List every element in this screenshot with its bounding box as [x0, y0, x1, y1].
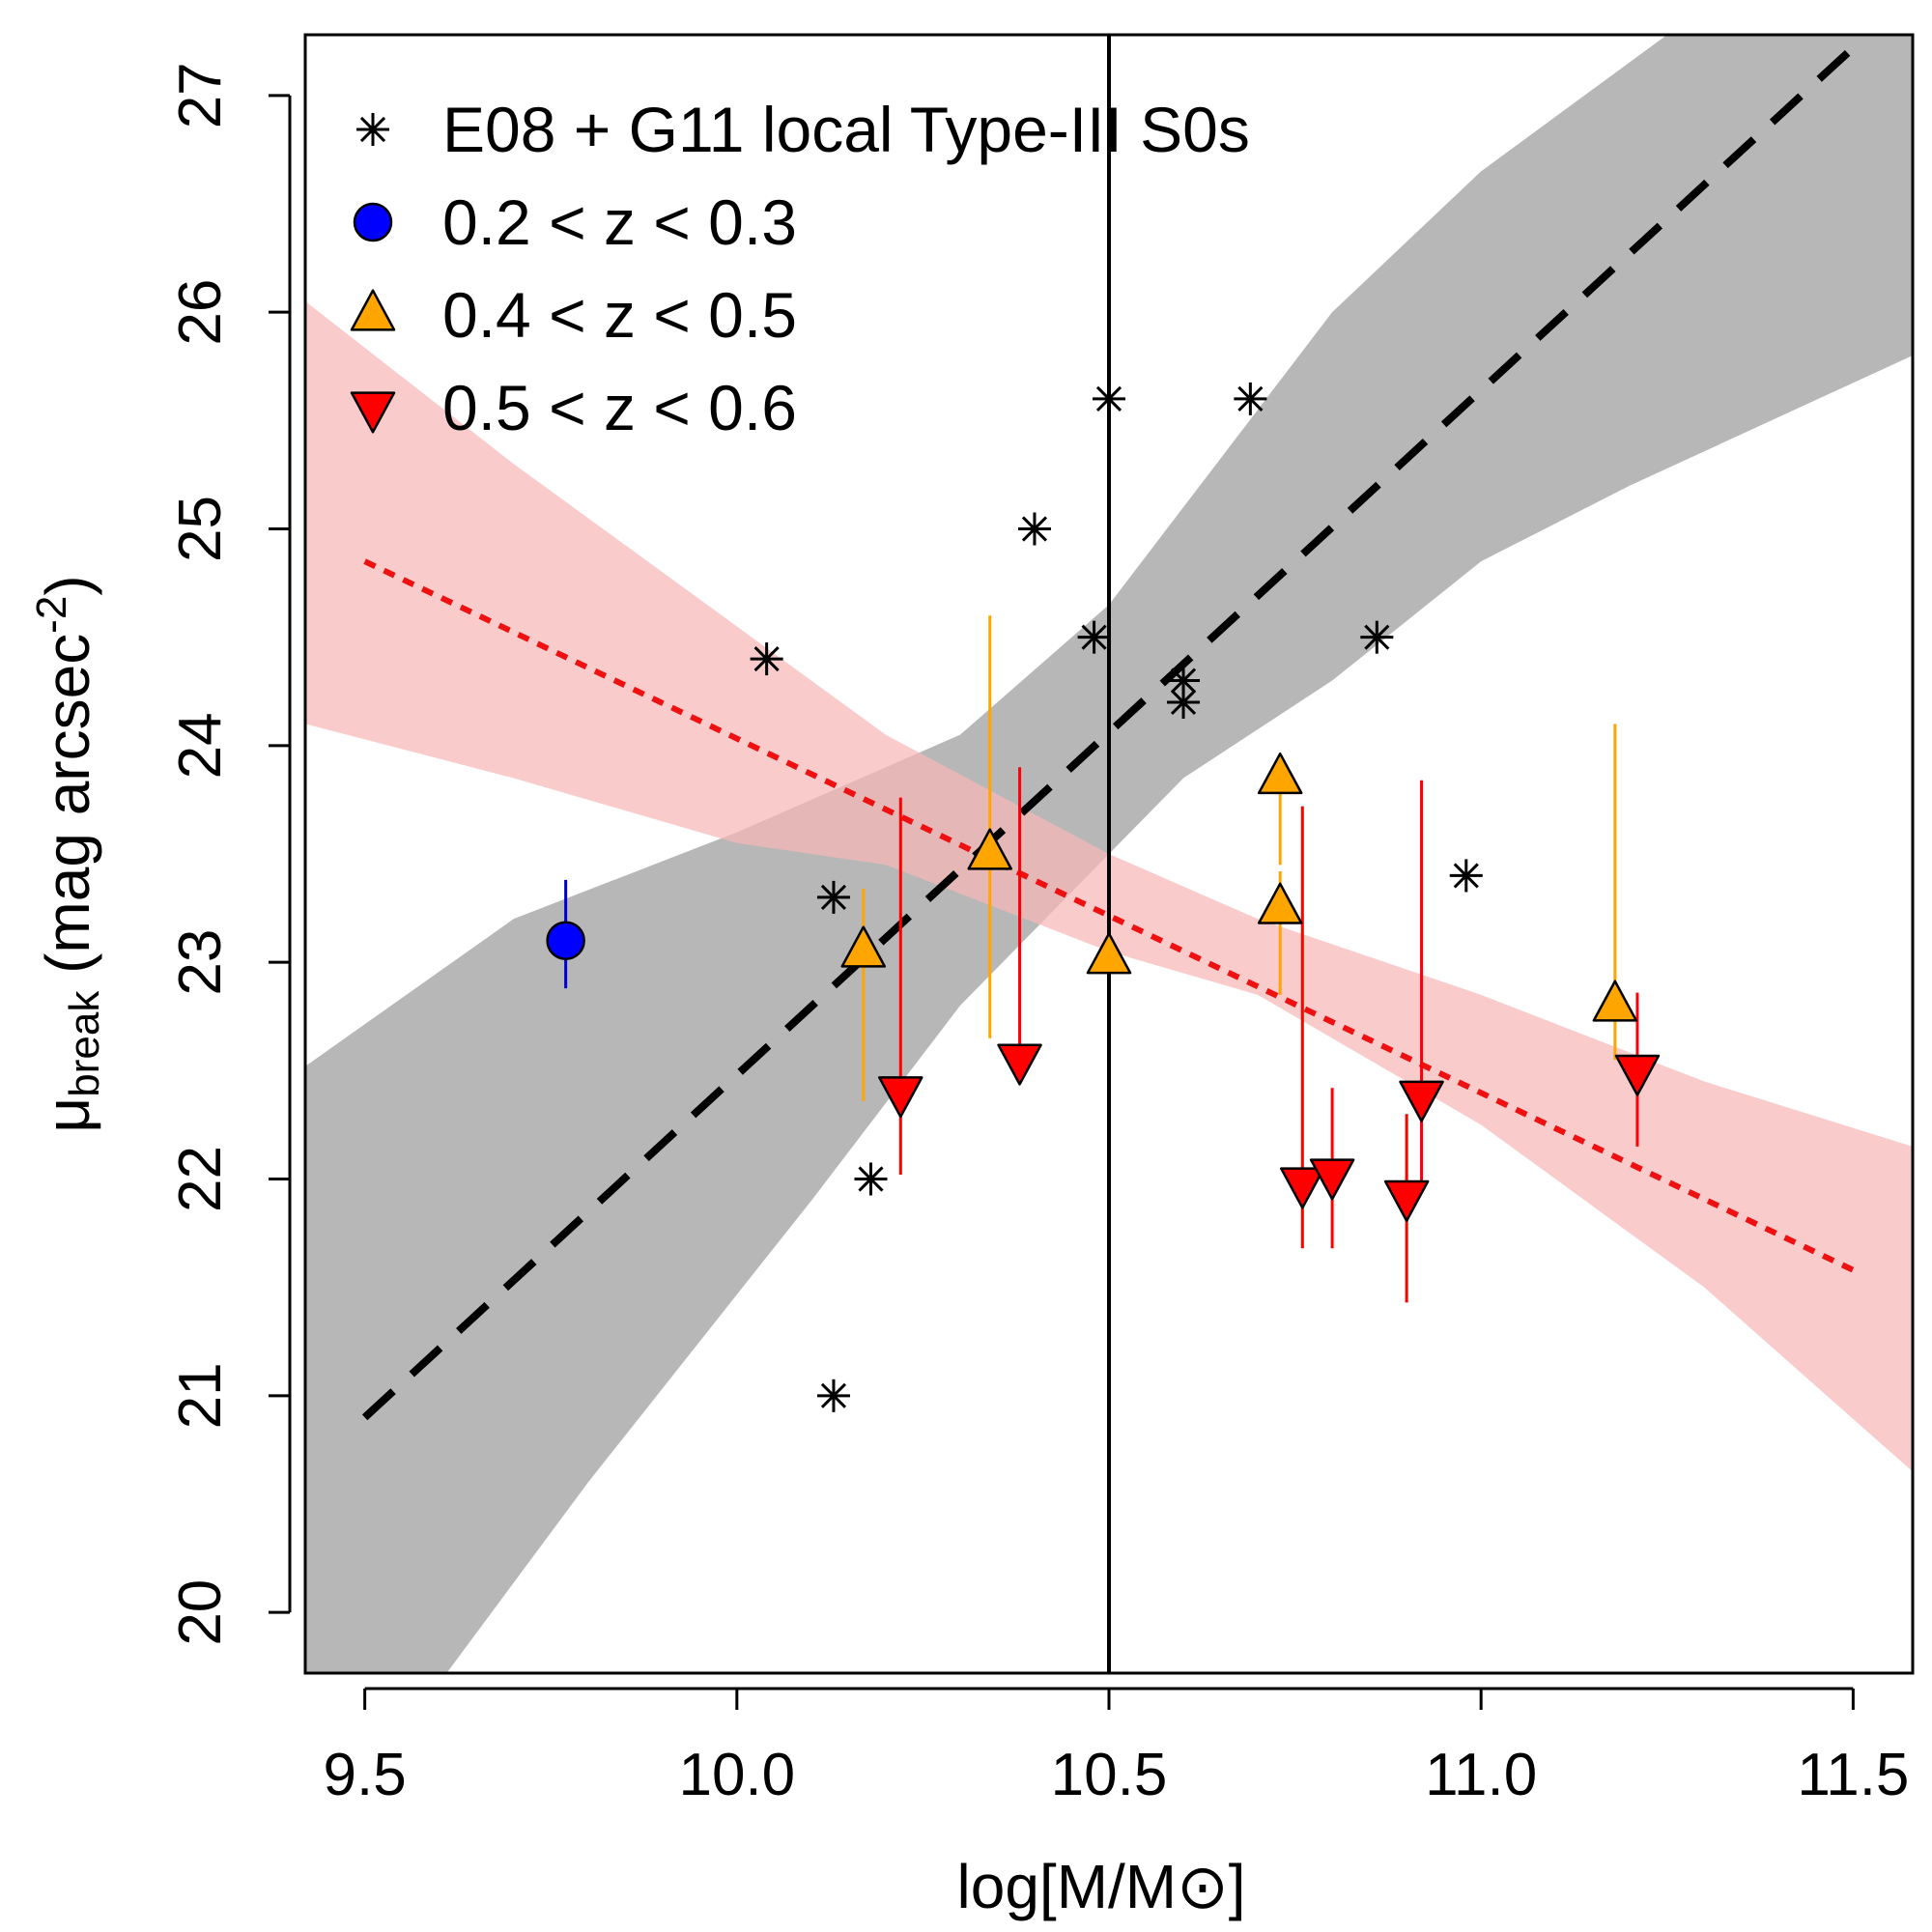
- legend-label-0: E08 + G11 local Type-III S0s: [442, 94, 1250, 165]
- legend-marker-2: [350, 289, 396, 331]
- legend-marker-0: [356, 113, 389, 146]
- y-tick-label-5: 25: [167, 496, 234, 562]
- x-tick-label-4: 11.5: [1797, 1742, 1909, 1808]
- x-axis-title-main: log[M/M: [957, 1852, 1178, 1921]
- point-triangle-up-4: [1257, 882, 1303, 924]
- y-tick-label-1: 21: [167, 1362, 234, 1429]
- legend-marker-3: [350, 391, 396, 434]
- legend-label-3: 0.5 < z < 0.6: [442, 372, 797, 443]
- point-asterisk-11: [816, 1378, 850, 1412]
- y-tick-label-4: 24: [167, 712, 234, 779]
- y-axis-title-exp: -2: [28, 596, 75, 634]
- point-triangle-down-3: [1309, 1158, 1355, 1201]
- y-tick-label-0: 20: [167, 1579, 234, 1646]
- sun-symbol: ⊙: [1177, 1852, 1229, 1923]
- y-axis-title: μbreak (mag arcsec-2): [28, 575, 108, 1132]
- x-tick-label-0: 9.5: [324, 1742, 407, 1808]
- x-tick-label-1: 10.0: [678, 1742, 795, 1808]
- point-triangle-up-5: [1592, 980, 1638, 1022]
- point-asterisk-6: [1167, 685, 1201, 719]
- y-tick-label-2: 22: [167, 1146, 234, 1212]
- plot-frame: [303, 33, 1915, 1675]
- point-asterisk-1: [1017, 512, 1051, 546]
- legend-label-1: 0.2 < z < 0.3: [442, 186, 797, 258]
- point-triangle-down-1: [997, 1043, 1042, 1086]
- y-tick-label-6: 26: [167, 279, 234, 346]
- point-asterisk-8: [816, 880, 850, 914]
- x-axis-title: log[M/M⊙]: [957, 1852, 1246, 1923]
- point-triangle-up-2: [1086, 932, 1132, 975]
- point-asterisk-2: [1093, 382, 1125, 415]
- point-triangle-up-0: [840, 925, 887, 968]
- x-axis-title-close: ]: [1229, 1852, 1246, 1921]
- y-tick-label-7: 27: [167, 62, 234, 128]
- point-asterisk-4: [1077, 620, 1111, 654]
- local-fit-line: [361, 44, 1857, 1421]
- point-asterisk-3: [1234, 382, 1267, 415]
- legend-marker-1: [353, 202, 393, 242]
- point-triangle-down-0: [878, 1076, 923, 1119]
- point-circle-0: [546, 921, 585, 960]
- y-tick-label-3: 23: [167, 929, 234, 996]
- point-triangle-up-3: [1257, 752, 1303, 795]
- point-asterisk-10: [854, 1162, 888, 1196]
- y-axis-title-close: ): [33, 575, 102, 595]
- y-axis-title-sub: break: [61, 990, 108, 1097]
- x-tick-label-3: 11.0: [1425, 1742, 1537, 1808]
- point-asterisk-0: [750, 642, 783, 676]
- point-triangle-down-5: [1399, 1080, 1444, 1122]
- point-triangle-down-4: [1383, 1179, 1430, 1223]
- point-triangle-down-6: [1614, 1054, 1661, 1096]
- point-asterisk-9: [1449, 859, 1483, 893]
- y-axis-title-mu: μ: [33, 1097, 102, 1133]
- point-triangle-up-1: [967, 828, 1012, 870]
- x-tick-label-2: 10.5: [1051, 1742, 1168, 1808]
- y-axis-title-unit: (mag arcsec: [33, 634, 102, 991]
- point-asterisk-7: [1360, 620, 1394, 654]
- point-triangle-down-2: [1280, 1167, 1325, 1209]
- legend-label-2: 0.4 < z < 0.5: [442, 279, 797, 351]
